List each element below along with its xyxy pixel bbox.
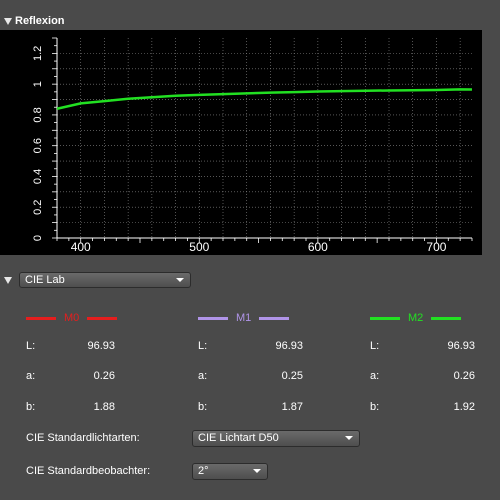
chevron-down-icon [253,469,261,473]
legend-line-m1-right [259,316,290,320]
reflexion-section-header[interactable]: Reflexion [0,10,65,32]
lab-row-b: b: 1.88 b: 1.87 b: 1.92 [0,401,500,415]
b-value-m0: 1.88 [93,401,115,413]
legend-line-m0-right [87,316,118,320]
observer-label: CIE Standardbeobachter: [26,465,151,477]
a-value-m1: 0.25 [281,370,303,382]
y-tick-label: 0.8 [32,107,44,122]
l-value-m0: 96.93 [87,340,115,352]
legend-line-m0 [26,316,56,320]
series-line-0 [56,88,473,110]
collapse-triangle-icon[interactable] [4,17,12,25]
reflexion-title: Reflexion [15,15,65,27]
observer-setting: CIE Standardbeobachter: 2° [26,462,268,480]
y-tick-label: 1.2 [32,46,44,61]
observer-dropdown[interactable]: 2° [192,462,268,480]
b-label-m0: b: [26,401,36,413]
b-value-m2: 1.92 [453,401,475,413]
l-value-m1: 96.93 [275,340,303,352]
l-value-m2: 96.93 [447,340,475,352]
y-tick-label: 0.4 [32,169,44,184]
illuminant-label: CIE Standardlichtarten: [26,432,140,444]
a-value-m2: 0.26 [453,370,475,382]
a-label-m1: a: [198,370,208,382]
l-label-m0: L: [26,340,36,352]
legend-label-m1: M1 [236,312,252,324]
legend-label-m0: M0 [64,312,80,324]
y-tick-label: 0 [32,235,44,241]
legend-line-m2-right [431,316,462,320]
lab-row-a: a: 0.26 a: 0.25 a: 0.26 [0,370,500,384]
lab-row-l: L: 96.93 L: 96.93 L: 96.93 [0,340,500,354]
y-tick-label: 0.2 [32,200,44,215]
x-tick-label: 700 [426,240,446,254]
a-label-m0: a: [26,370,36,382]
legend-m0: M0 [26,312,118,324]
chevron-down-icon [345,436,353,440]
y-tick-label: 1 [32,81,44,87]
l-label-m2: L: [370,340,380,352]
collapse-triangle-icon[interactable] [4,276,12,284]
l-label-m1: L: [198,340,208,352]
legend-line-m1 [198,316,228,320]
color-space-dropdown[interactable]: CIE Lab [19,272,191,288]
b-value-m1: 1.87 [281,401,303,413]
b-label-m2: b: [370,401,380,413]
legend-label-m2: M2 [408,312,424,324]
illuminant-setting: CIE Standardlichtarten: CIE Lichtart D50 [26,429,360,447]
observer-dropdown-value: 2° [198,465,209,477]
illuminant-dropdown[interactable]: CIE Lichtart D50 [192,429,360,447]
reflectance-chart: 0 0.2 0.4 0.6 0.8 1 1.2 400 500 600 700 [0,30,482,255]
color-space-dropdown-label: CIE Lab [25,274,65,286]
b-label-m1: b: [198,401,208,413]
lab-section-header: CIE Lab [0,270,191,290]
x-tick-label: 600 [308,240,328,254]
legend-m2: M2 [370,312,462,324]
legend-line-m2 [370,316,400,320]
a-label-m2: a: [370,370,380,382]
y-tick-label: 0.6 [32,138,44,153]
legend-m1: M1 [198,312,290,324]
chevron-down-icon [176,278,184,282]
illuminant-dropdown-value: CIE Lichtart D50 [198,432,279,444]
reflectance-chart-svg: 0 0.2 0.4 0.6 0.8 1 1.2 400 500 600 700 [32,37,473,254]
x-tick-label: 400 [71,240,91,254]
a-value-m0: 0.26 [93,370,115,382]
x-tick-label: 500 [189,240,209,254]
